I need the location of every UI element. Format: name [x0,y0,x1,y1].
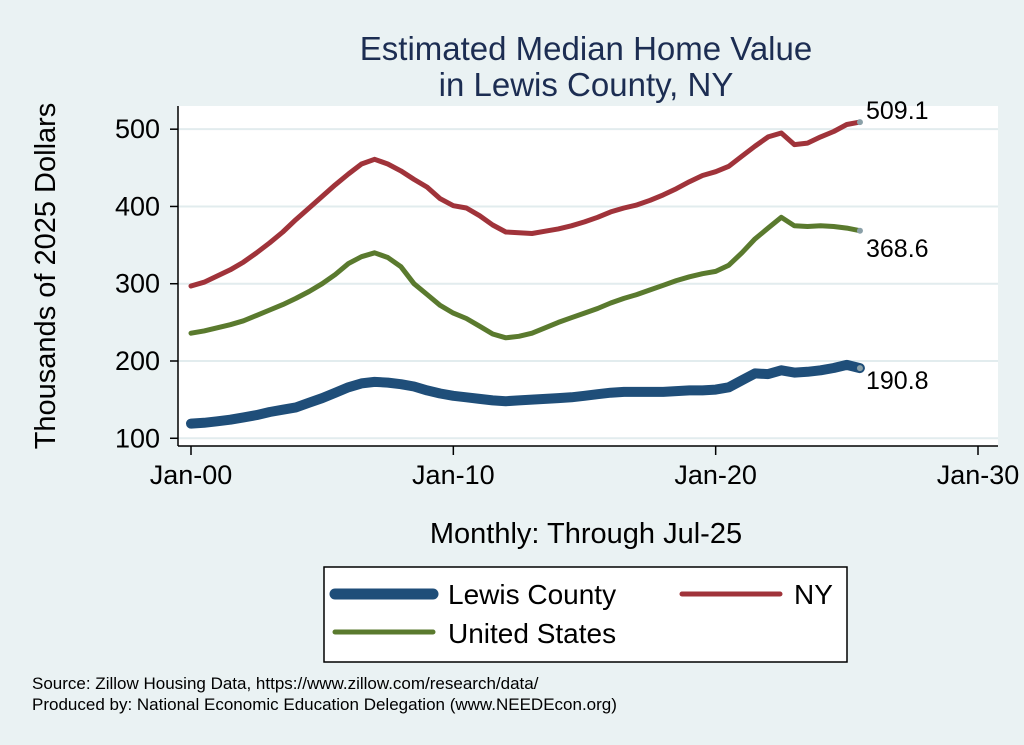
legend-label-lewis-county: Lewis County [448,579,616,610]
source-line-1: Source: Zillow Housing Data, https://www… [32,674,539,693]
series-end-point-lewis-county [856,365,863,372]
x-tick-label-Jan-20: Jan-20 [674,460,757,490]
legend-box [323,566,848,663]
chart-title-line-2: in Lewis County, NY [439,66,734,103]
y-ticks: 100 200 300 400 500 [115,114,178,453]
chart-title-line-1: Estimated Median Home Value [360,30,812,67]
y-tick-label-500: 500 [115,114,160,144]
x-axis-label: Monthly: Through Jul-25 [430,518,742,550]
gridlines [178,128,998,440]
source-line-2: Produced by: National Economic Education… [32,695,617,714]
y-tick-label-200: 200 [115,346,160,376]
series-line-lewis-county [186,359,865,429]
x-tick-label-Jan-30: Jan-30 [937,460,1020,490]
end-label-lewis-county: 190.8 [866,367,929,395]
plot-area [178,106,998,446]
x-tick-label-Jan-10: Jan-10 [412,460,495,490]
y-tick-label-400: 400 [115,191,160,221]
y-tick-label-100: 100 [115,423,160,453]
legend-label-ny: NY [794,579,833,610]
legend-label-united-states: United States [448,618,616,649]
end-label-united-states: 368.6 [866,235,929,263]
y-axis-label: Thousands of 2025 Dollars [30,103,62,450]
end-label-ny: 509.1 [866,97,929,125]
x-ticks: Jan-00 Jan-10 Jan-20 Jan-30 [150,446,1020,490]
series-group [186,119,865,429]
y-tick-label-300: 300 [115,269,160,299]
series-line-ny [188,119,863,289]
series-end-point-united-states [856,227,863,234]
series-end-point-ny [856,119,863,126]
x-tick-label-Jan-00: Jan-00 [150,460,233,490]
series-line-united-states [188,214,863,341]
